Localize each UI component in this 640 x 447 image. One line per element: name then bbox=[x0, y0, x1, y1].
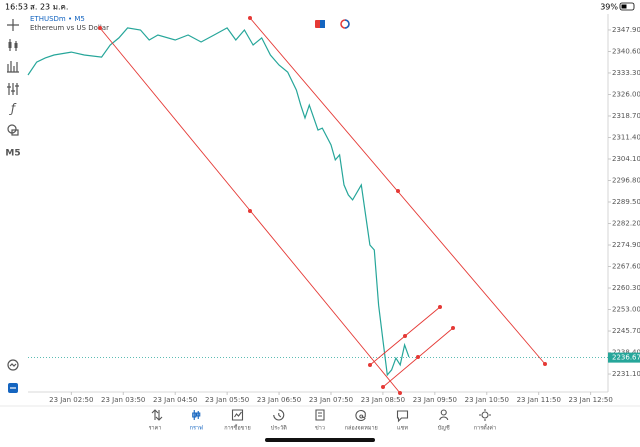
anchor-dot[interactable] bbox=[403, 334, 407, 338]
price-line bbox=[27, 27, 410, 377]
nav-item[interactable]: บัญชี bbox=[438, 409, 450, 432]
nav-item[interactable]: ราคา bbox=[149, 409, 163, 432]
nav-item[interactable]: กล่องจดหมาย bbox=[345, 409, 378, 432]
y-tick-label: 2296.80 bbox=[612, 176, 640, 184]
status-date: ส. 23 ม.ค. bbox=[30, 3, 68, 12]
crosshair-tool[interactable] bbox=[7, 19, 19, 31]
x-tick-label: 23 Jan 08:50 bbox=[361, 396, 405, 404]
anchor-dot[interactable] bbox=[248, 16, 252, 20]
anchor-dot[interactable] bbox=[438, 305, 442, 309]
x-tick-label: 23 Jan 12:50 bbox=[569, 396, 613, 404]
nav-item[interactable]: แชท bbox=[396, 410, 409, 432]
anchor-dot[interactable] bbox=[451, 326, 455, 330]
status-time: 16:53 bbox=[5, 3, 28, 12]
nav-icon bbox=[439, 409, 449, 421]
anchor-dot[interactable] bbox=[398, 391, 402, 395]
x-tick-label: 23 Jan 07:50 bbox=[309, 396, 353, 404]
last-price-box bbox=[608, 352, 640, 363]
anchor-dot[interactable] bbox=[543, 362, 547, 366]
y-tick-label: 2260.30 bbox=[612, 284, 640, 292]
y-tick-label: 2231.10 bbox=[612, 370, 640, 378]
nav-icon bbox=[192, 410, 201, 420]
battery-icon bbox=[619, 2, 635, 11]
bottom-nav: ราคา กราฟ การซื้อขาย ประวัติ ข่าว กล่องจดหมาย… bbox=[149, 409, 496, 432]
anchor-dot[interactable] bbox=[248, 209, 252, 213]
nav-icon bbox=[355, 409, 366, 422]
nav-label: แชท bbox=[397, 425, 408, 432]
plot-area: 2347.90 2340.60 2333.30 2326.00 2318.70 2311.… bbox=[27, 26, 640, 404]
nav-icon bbox=[396, 410, 409, 423]
x-tick-label: 23 Jan 04:50 bbox=[153, 396, 197, 404]
home-indicator bbox=[265, 438, 375, 442]
nav-label: กราฟ bbox=[190, 425, 203, 432]
last-price-label: 2236.67 bbox=[612, 354, 640, 362]
symbol-title: ETHUSDm • M5 bbox=[30, 15, 85, 23]
y-tick-label: 2311.40 bbox=[612, 133, 640, 141]
anchor-dot[interactable] bbox=[416, 355, 420, 359]
y-tick-label: 2238.40 bbox=[612, 349, 640, 357]
anchor-dot[interactable] bbox=[396, 189, 400, 193]
nav-icon bbox=[231, 409, 244, 421]
nav-icon bbox=[151, 409, 163, 421]
nav-label: ราคา bbox=[149, 426, 162, 432]
y-tick-label: 2340.60 bbox=[612, 47, 640, 55]
y-tick-label: 2289.50 bbox=[612, 198, 640, 206]
nav-icon bbox=[273, 409, 285, 421]
nav-item[interactable]: การตั้งค่า bbox=[474, 409, 496, 432]
symbol-subtitle: Ethereum vs US Dollar bbox=[30, 24, 109, 32]
function-tool[interactable]: ƒ bbox=[9, 102, 17, 116]
y-tick-label: 2253.00 bbox=[612, 306, 640, 314]
y-tick-label: 2326.00 bbox=[612, 90, 640, 98]
anchor-dot[interactable] bbox=[368, 363, 372, 367]
nav-item[interactable]: กราฟ bbox=[190, 410, 203, 432]
trade-tool[interactable] bbox=[8, 383, 18, 393]
status-battery: 39% bbox=[600, 3, 618, 12]
nav-label: กล่องจดหมาย bbox=[345, 426, 378, 432]
x-tick-label: 23 Jan 10:50 bbox=[465, 396, 509, 404]
y-tick-label: 2282.20 bbox=[612, 220, 640, 228]
nav-icon bbox=[315, 409, 325, 421]
x-tick-label: 23 Jan 03:50 bbox=[101, 396, 145, 404]
y-tick-label: 2347.90 bbox=[612, 26, 640, 34]
alert-tool[interactable] bbox=[7, 359, 19, 371]
nav-label: ประวัติ bbox=[271, 425, 287, 432]
nav-item[interactable]: ประวัติ bbox=[271, 409, 287, 432]
nav-item[interactable]: ข่าว bbox=[315, 409, 325, 432]
objects-tool[interactable] bbox=[7, 124, 19, 136]
y-tick-label: 2318.70 bbox=[612, 112, 640, 120]
nav-icon bbox=[479, 409, 491, 421]
nav-label: บัญชี bbox=[438, 425, 450, 432]
x-tick-label: 23 Jan 11:50 bbox=[517, 396, 561, 404]
y-tick-label: 2267.60 bbox=[612, 263, 640, 271]
indicators-tool[interactable] bbox=[7, 83, 19, 95]
nav-label: ข่าว bbox=[315, 426, 325, 432]
left-toolbar: ƒ M5 bbox=[5, 19, 21, 393]
anchor-dot[interactable] bbox=[381, 385, 385, 389]
nav-item[interactable]: การซื้อขาย bbox=[224, 409, 251, 432]
y-tick-label: 2304.10 bbox=[612, 155, 640, 163]
bars-tool[interactable] bbox=[7, 61, 19, 73]
y-tick-label: 2274.90 bbox=[612, 241, 640, 249]
x-tick-label: 23 Jan 05:50 bbox=[205, 396, 249, 404]
trend-lines bbox=[98, 16, 547, 395]
candle-tool[interactable] bbox=[8, 39, 18, 51]
anchor-dot[interactable] bbox=[98, 26, 102, 30]
x-tick-label: 23 Jan 06:50 bbox=[257, 396, 301, 404]
y-tick-label: 2245.70 bbox=[612, 327, 640, 335]
nav-label: การซื้อขาย bbox=[224, 424, 250, 432]
x-tick-label: 23 Jan 02:50 bbox=[49, 396, 93, 404]
timeframe[interactable]: M5 bbox=[5, 149, 20, 159]
y-tick-label: 2333.30 bbox=[612, 69, 640, 77]
x-tick-label: 23 Jan 09:50 bbox=[413, 396, 457, 404]
battery-level bbox=[621, 4, 627, 9]
one-click-buttons[interactable] bbox=[315, 19, 350, 29]
nav-label: การตั้งค่า bbox=[474, 424, 496, 432]
